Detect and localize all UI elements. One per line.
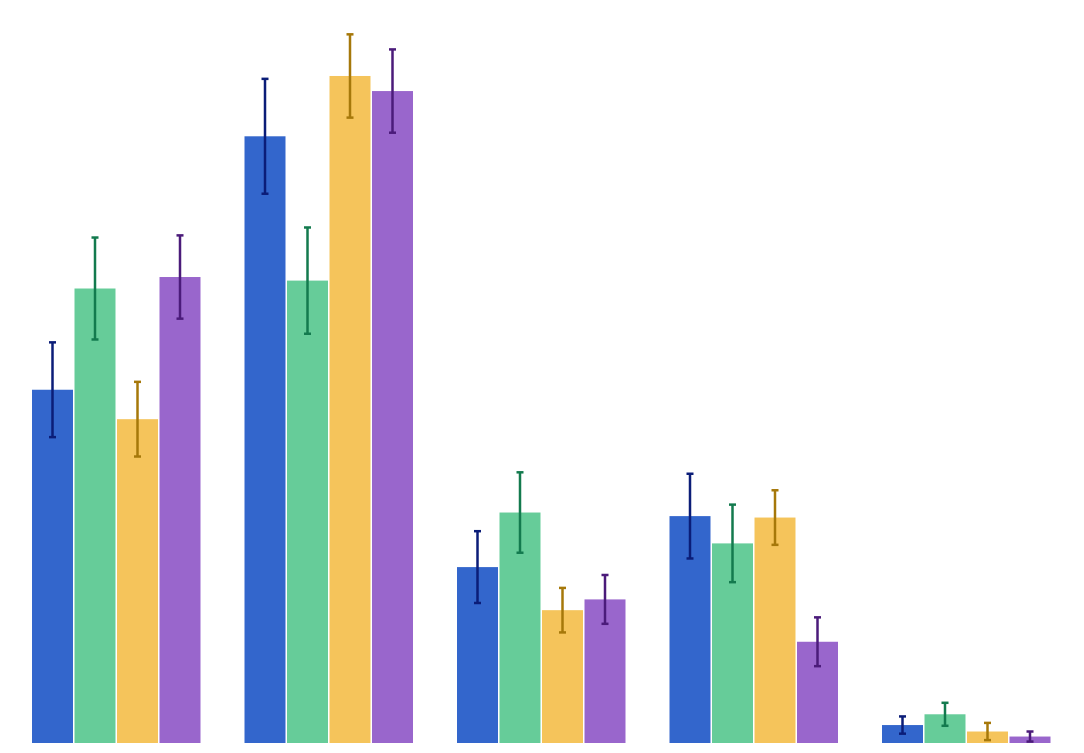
bar-group1-series2 [74,288,116,743]
bar-group2-series2 [287,280,328,743]
error-bar-group3-series4 [601,573,609,626]
error-bar-group5-series2 [941,701,949,728]
error-bar-group4-series2 [729,503,736,584]
error-bar-group2-series4 [389,48,396,134]
error-bar-group2-series3 [346,33,354,119]
bar-group4-series3 [754,517,796,743]
error-bar-group5-series3 [984,721,991,742]
bar-group1-series1 [32,389,73,743]
error-bar-group1-series4 [176,234,184,320]
error-bar-group2-series2 [304,226,311,335]
bar-group1-series3 [117,419,158,743]
bar-group2-series1 [244,136,286,744]
bar-group1-series4 [159,277,201,743]
error-bar-group4-series3 [771,489,779,547]
bar-layer [32,75,1051,744]
bar-group2-series3 [329,75,371,743]
error-bar-group1-series3 [134,380,141,458]
error-bar-group5-series4 [1026,730,1034,743]
error-bar-group4-series1 [686,472,694,560]
error-bar-group4-series4 [814,616,821,668]
error-bar-group2-series1 [261,77,269,195]
error-bar-group1-series1 [49,341,56,439]
error-bar-group3-series2 [516,471,524,554]
bar-group2-series4 [372,91,413,743]
error-bar-layer [49,33,1034,743]
error-bar-group3-series3 [559,586,566,634]
error-bar-group1-series2 [91,236,99,341]
error-bar-group5-series1 [899,715,906,735]
error-bar-group3-series1 [474,529,481,605]
